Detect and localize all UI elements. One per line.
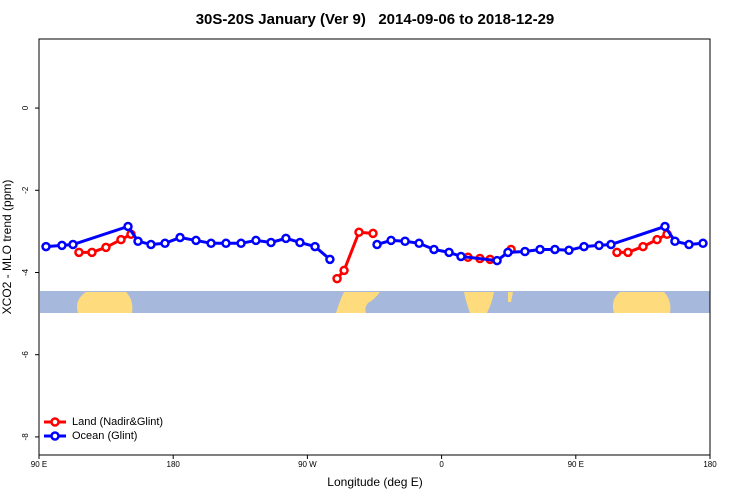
point: [175, 232, 185, 243]
x-tick-label: 180: [167, 460, 181, 469]
legend: Land (Nadir&Glint) Ocean (Glint): [44, 416, 163, 442]
land-blob: [612, 292, 671, 313]
point: [372, 239, 382, 250]
point: [503, 247, 513, 258]
point: [400, 236, 410, 246]
point: [295, 237, 305, 248]
plot-frame: [38, 38, 711, 456]
x-tick-label: 0: [439, 460, 444, 469]
point: [310, 241, 320, 252]
point: [332, 273, 342, 284]
point: [594, 240, 604, 251]
point: [160, 238, 170, 249]
point: [386, 235, 396, 246]
point: [444, 247, 454, 258]
point: [579, 241, 589, 252]
point: [133, 236, 143, 246]
point: [206, 238, 216, 249]
point: [660, 221, 670, 232]
point: [612, 247, 622, 258]
y-tick-label: 0: [21, 105, 30, 110]
x-tick-label: 90 W: [298, 460, 317, 469]
point: [698, 238, 708, 249]
point: [429, 244, 439, 255]
point: [266, 237, 276, 248]
point: [368, 228, 378, 239]
point: [87, 247, 97, 258]
point: [251, 235, 261, 246]
point: [191, 235, 201, 246]
x-tick-label: 90 E: [568, 460, 584, 469]
ocean-strip: [40, 291, 710, 313]
land-blob: [336, 292, 380, 313]
x-tick-label: 90 E: [31, 460, 47, 469]
legend-marker: [50, 431, 60, 441]
point: [520, 246, 530, 257]
y-tick-label: -2: [21, 186, 30, 194]
point: [456, 251, 466, 262]
chart-title: 30S-20S January (Ver 9) 2014-09-06 to 20…: [196, 11, 555, 28]
point: [550, 244, 560, 255]
y-tick-label: -4: [21, 268, 30, 276]
point: [670, 236, 680, 246]
point: [564, 245, 574, 256]
point: [414, 238, 424, 249]
point: [492, 255, 502, 266]
legend-label: Land (Nadir&Glint): [72, 416, 163, 428]
point: [325, 254, 335, 265]
x-axis-label: Longitude (deg E): [327, 475, 422, 489]
point: [354, 227, 364, 237]
land-blob: [508, 292, 513, 302]
point: [68, 239, 78, 250]
land-blob: [77, 292, 133, 313]
y-tick-label: -6: [21, 351, 30, 359]
point: [236, 238, 246, 249]
point: [123, 221, 133, 232]
point: [652, 234, 662, 245]
point: [339, 265, 349, 276]
map-strip: [40, 291, 710, 313]
point: [116, 234, 126, 245]
y-tick-label: -8: [21, 433, 30, 441]
legend-marker: [50, 417, 60, 427]
point: [281, 233, 291, 244]
point: [606, 239, 616, 250]
point: [638, 241, 648, 252]
point: [221, 238, 231, 249]
point: [535, 244, 545, 255]
y-axis-label: XCO2 - MLO trend (ppm): [0, 180, 14, 315]
land-blob: [464, 292, 494, 313]
point: [41, 241, 51, 252]
point: [74, 247, 84, 258]
legend-label: Ocean (Glint): [72, 430, 137, 442]
point: [684, 239, 694, 250]
point: [146, 239, 156, 250]
x-tick-label: 180: [703, 460, 717, 469]
point: [101, 242, 111, 253]
point: [623, 247, 633, 258]
point: [57, 240, 67, 251]
